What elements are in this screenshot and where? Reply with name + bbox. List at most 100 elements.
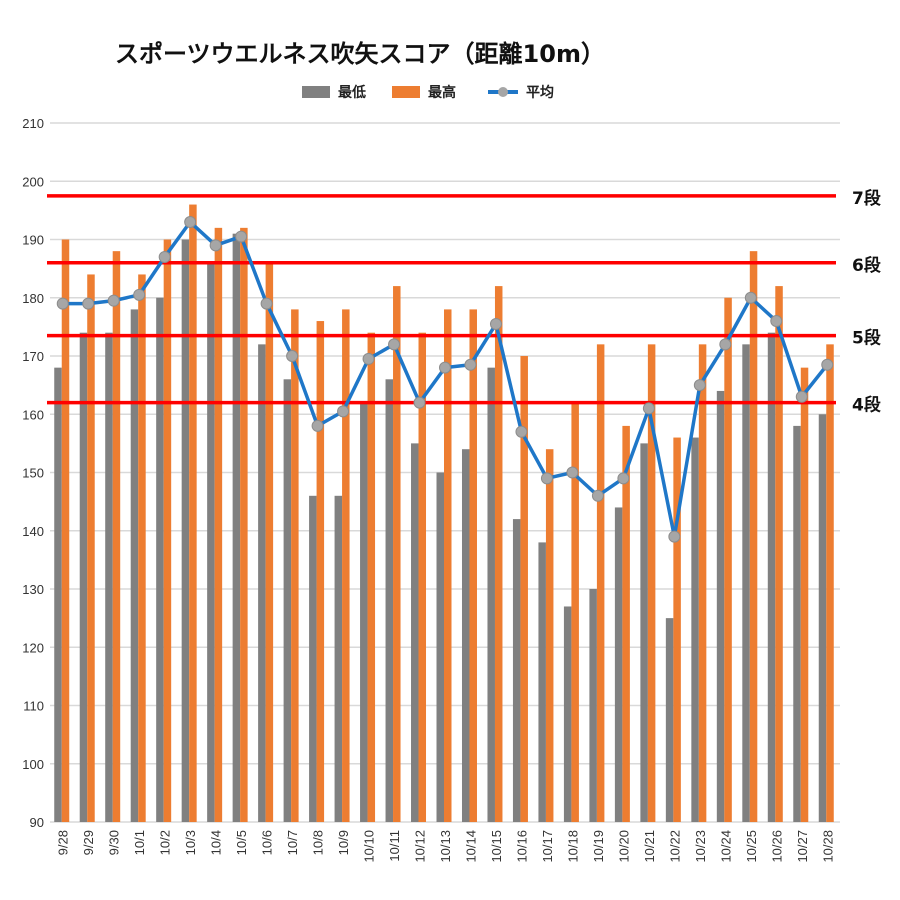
x-tick-label: 10/20 xyxy=(616,830,631,863)
average-point xyxy=(82,297,95,310)
x-tick-label: 10/19 xyxy=(591,830,606,863)
x-tick-label: 9/30 xyxy=(107,830,122,855)
y-tick-label: 170 xyxy=(22,349,44,364)
bar-min xyxy=(411,443,419,822)
average-point xyxy=(770,315,783,328)
bar-min xyxy=(156,297,164,822)
bar-max xyxy=(112,251,121,822)
bar-max xyxy=(87,274,95,822)
average-point xyxy=(439,361,451,374)
bar-max xyxy=(342,309,350,822)
bar-min xyxy=(436,472,444,822)
average-point xyxy=(388,338,401,351)
legend-swatch xyxy=(392,86,420,98)
average-point xyxy=(413,396,426,409)
bar-min xyxy=(742,344,750,822)
bar-min xyxy=(258,344,266,822)
x-tick-label: 10/10 xyxy=(362,830,377,863)
x-tick-label: 10/23 xyxy=(693,830,708,863)
x-tick-label: 10/4 xyxy=(209,830,224,855)
bar-min xyxy=(207,262,215,822)
x-tick-label: 9/28 xyxy=(56,830,71,855)
bar-min xyxy=(334,495,343,822)
bar-max xyxy=(61,239,70,822)
bar-max xyxy=(291,309,299,822)
reference-lines xyxy=(47,194,836,405)
bar-min xyxy=(716,390,725,822)
bar-max xyxy=(367,332,376,822)
bar-min xyxy=(461,449,470,822)
bar-max xyxy=(418,332,427,822)
bar-max xyxy=(800,367,809,822)
average-point xyxy=(260,297,273,310)
y-tick-label: 180 xyxy=(22,291,44,306)
bar-min xyxy=(54,367,62,822)
chart-title: スポーツウエルネス吹矢スコア（距離10m） xyxy=(115,40,605,68)
x-tick-label: 10/18 xyxy=(565,830,580,863)
average-point xyxy=(566,466,579,479)
average-point xyxy=(311,419,324,432)
bar-min xyxy=(512,519,521,822)
average-series xyxy=(56,216,834,543)
legend-marker xyxy=(498,87,508,97)
x-tick-label: 10/7 xyxy=(285,830,300,855)
level-label: 4段 xyxy=(852,395,881,416)
x-tick-label: 10/22 xyxy=(667,830,682,863)
x-tick-label: 10/5 xyxy=(234,830,249,855)
bar-min xyxy=(614,507,623,822)
bar-min xyxy=(818,414,827,822)
average-point xyxy=(540,472,553,485)
x-tick-label: 10/1 xyxy=(132,830,147,855)
average-point xyxy=(719,338,732,351)
y-tick-label: 110 xyxy=(23,699,44,714)
bar-min xyxy=(283,379,292,822)
x-tick-label: 10/28 xyxy=(820,830,835,863)
bar-max xyxy=(545,449,554,822)
average-point xyxy=(133,288,146,301)
legend-label: 平均 xyxy=(526,84,554,101)
level-label: 5段 xyxy=(852,328,881,349)
average-point xyxy=(642,402,655,415)
bar-min xyxy=(538,542,546,822)
bar-max xyxy=(775,286,783,823)
bar-max xyxy=(826,344,834,822)
bar-min xyxy=(385,379,394,822)
bar-min xyxy=(181,239,190,822)
average-point xyxy=(235,230,248,243)
average-point xyxy=(515,425,528,438)
bar-max xyxy=(647,344,656,822)
bar-max xyxy=(265,262,274,822)
legend: 最低 最高 平均 xyxy=(302,84,554,101)
x-axis-ticks: 9/28 9/29 9/30 10/1 10/2 10/3 10/4 10/5 10/6 10/7… xyxy=(56,830,836,863)
bar-min xyxy=(767,332,776,822)
x-tick-label: 10/26 xyxy=(769,830,784,863)
bar-max xyxy=(214,227,223,823)
y-tick-label: 140 xyxy=(22,524,44,539)
bar-max xyxy=(571,402,579,822)
bar-min xyxy=(793,425,801,822)
x-tick-label: 10/25 xyxy=(744,830,759,863)
average-point xyxy=(489,317,502,330)
y-tick-label: 190 xyxy=(22,233,44,248)
bar-min xyxy=(309,495,317,822)
level-label: 6段 xyxy=(852,255,881,276)
bar-max xyxy=(622,425,630,822)
bar-min xyxy=(232,233,241,823)
x-tick-label: 10/15 xyxy=(489,830,504,863)
x-tick-label: 10/27 xyxy=(795,830,810,863)
average-point xyxy=(693,379,706,392)
bar-min xyxy=(487,367,495,822)
x-tick-label: 10/21 xyxy=(642,830,657,863)
x-tick-label: 10/24 xyxy=(718,830,733,863)
bar-min xyxy=(640,443,648,822)
x-tick-label: 10/12 xyxy=(413,830,428,863)
legend-swatch xyxy=(302,86,330,98)
average-point xyxy=(184,216,197,229)
legend-label: 最高 xyxy=(428,84,456,101)
average-point xyxy=(591,489,604,502)
bar-min xyxy=(691,437,699,822)
average-point xyxy=(744,291,757,304)
y-tick-label: 100 xyxy=(22,757,44,772)
average-point xyxy=(337,405,350,418)
x-tick-label: 10/9 xyxy=(336,830,351,855)
